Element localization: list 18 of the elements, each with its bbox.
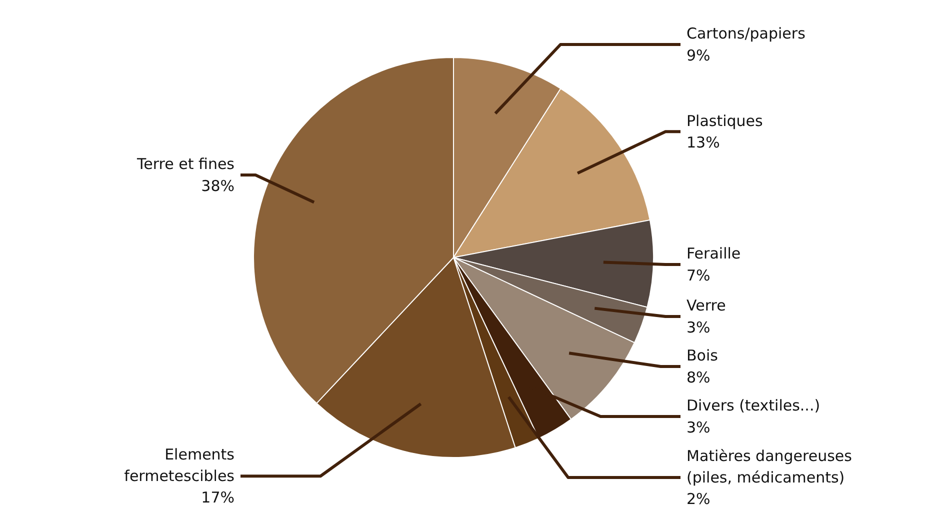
data-label: 8% — [686, 368, 710, 386]
slice-label: Verre — [686, 296, 726, 315]
data-label: 17% — [201, 488, 235, 507]
slice-label: Cartons/papiers — [686, 24, 806, 43]
data-label: 38% — [201, 176, 235, 195]
slice-label: Divers (textiles...) — [686, 396, 820, 415]
slice-label: Elements fermetescibles — [124, 446, 235, 486]
slice-label: Feraille — [686, 244, 741, 263]
data-label: 3% — [686, 418, 710, 436]
data-label: 2% — [686, 490, 710, 508]
slice-label: Bois — [686, 346, 718, 365]
slice-label: Matières dangereuses (piles, médicaments) — [686, 446, 852, 486]
data-label: 13% — [686, 133, 720, 152]
data-label: 9% — [686, 46, 710, 64]
data-label: 3% — [686, 318, 710, 336]
slice-label: Terre et fines — [136, 155, 235, 174]
slice-label: Plastiques — [686, 112, 764, 130]
data-label: 7% — [686, 266, 710, 284]
